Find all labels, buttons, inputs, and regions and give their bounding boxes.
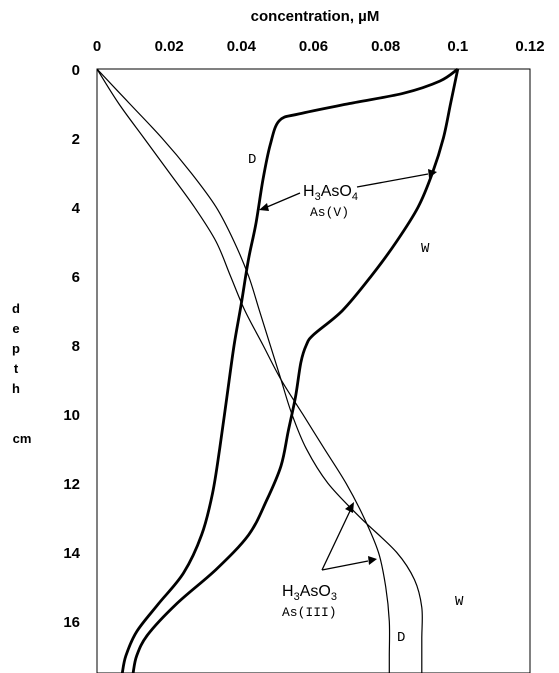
y-tick-label: 16 [63,614,80,631]
y-axis-ticks: 0 2 4 6 8 10 12 14 16 [63,62,80,631]
y-tick-label: 4 [72,200,81,217]
arrow-h3aso3-to-d [321,560,369,571]
x-tick-label: 0.06 [299,38,328,55]
curve-label-w-thick: W [421,241,430,257]
arrowhead-h3aso4-w [428,169,437,178]
x-axis-ticks: 0 0.02 0.04 0.06 0.08 0.1 0.12 [93,38,545,55]
y-axis-title: d e p t h cm [12,301,31,446]
arrow-h3aso3-to-w [321,510,351,571]
annotation-h3aso3: H3AsO3 As(III) [282,583,337,620]
x-axis-title: concentration, µM [251,8,380,25]
annotation-h3aso4-formula: H3AsO4 [303,183,358,203]
y-tick-label: 2 [72,131,80,148]
y-axis-letter-p: p [12,341,20,356]
arrow-h3aso4-to-w [356,173,429,188]
y-axis-letter-e: e [12,321,19,336]
plot-frame [96,68,531,673]
y-axis-unit: cm [13,431,32,446]
y-axis-letter-t: t [14,361,19,376]
x-tick-label: 0.1 [447,38,468,55]
y-tick-label: 0 [72,62,80,79]
arrowhead-h3aso3-d [368,556,377,565]
x-tick-label: 0.02 [155,38,184,55]
y-axis-letter-h: h [12,381,20,396]
annotation-h3aso4-species: As(V) [310,205,349,220]
series-line-as-v-w [131,68,460,673]
x-tick-label: 0 [93,38,101,55]
x-tick-label: 0.08 [371,38,400,55]
series-line-as-iii-w [96,68,423,673]
curve-label-d-thick: D [248,152,256,168]
arrowhead-h3aso4-d [259,203,269,211]
series-group [96,67,460,673]
y-tick-label: 10 [63,407,80,424]
annotation-arrows [259,169,437,571]
x-tick-label: 0.04 [227,38,257,55]
curve-label-d-thin: D [397,630,405,646]
series-line-as-iii-d [96,68,391,673]
annotation-h3aso3-species: As(III) [282,605,337,620]
curve-label-w-thin: W [455,594,464,610]
arrow-h3aso4-to-d [266,192,301,208]
annotation-h3aso3-formula: H3AsO3 [282,583,337,603]
y-tick-label: 6 [72,269,80,286]
y-tick-label: 14 [63,545,80,562]
y-tick-label: 8 [72,338,80,355]
arrowhead-h3aso3-w [345,502,354,513]
x-tick-label: 0.12 [515,38,544,55]
y-axis-letter-d: d [12,301,20,316]
annotation-h3aso4: H3AsO4 As(V) [303,183,358,220]
y-tick-label: 12 [63,476,80,493]
